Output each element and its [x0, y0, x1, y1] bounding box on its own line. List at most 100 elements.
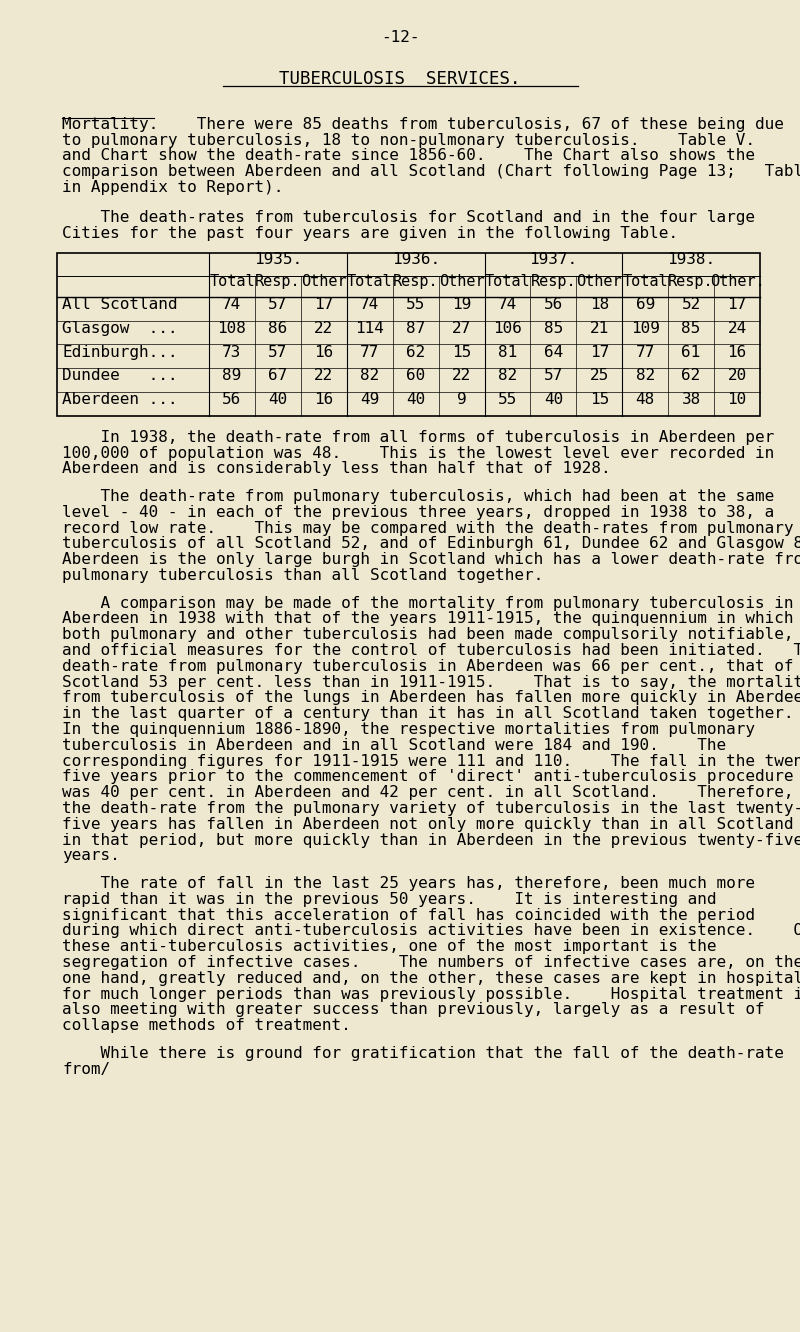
Text: Other: Other — [438, 274, 484, 289]
Text: 77: 77 — [360, 345, 379, 360]
Text: Aberdeen is the only large burgh in Scotland which has a lower death-rate from: Aberdeen is the only large burgh in Scot… — [62, 553, 800, 567]
Bar — [57, 253, 760, 416]
Text: 52: 52 — [682, 297, 701, 312]
Text: the death-rate from the pulmonary variety of tuberculosis in the last twenty-: the death-rate from the pulmonary variet… — [62, 801, 800, 817]
Text: 74: 74 — [360, 297, 379, 312]
Text: 109: 109 — [630, 321, 660, 336]
Text: in Appendix to Report).: in Appendix to Report). — [62, 180, 283, 194]
Text: comparison between Aberdeen and all Scotland (Chart following Page 13;   Tables: comparison between Aberdeen and all Scot… — [62, 164, 800, 180]
Text: While there is ground for gratification that the fall of the death-rate: While there is ground for gratification … — [62, 1046, 784, 1062]
Text: these anti-tuberculosis activities, one of the most important is the: these anti-tuberculosis activities, one … — [62, 939, 717, 954]
Text: and official measures for the control of tuberculosis had been initiated.   The: and official measures for the control of… — [62, 643, 800, 658]
Text: 38: 38 — [682, 392, 701, 406]
Text: Resp.: Resp. — [530, 274, 576, 289]
Text: 1938.: 1938. — [667, 252, 715, 266]
Text: A comparison may be made of the mortality from pulmonary tuberculosis in: A comparison may be made of the mortalit… — [62, 595, 794, 610]
Text: Glasgow  ...: Glasgow ... — [62, 321, 178, 336]
Text: 22: 22 — [314, 368, 334, 384]
Text: 15: 15 — [590, 392, 609, 406]
Text: Mortality.    There were 85 deaths from tuberculosis, 67 of these being due: Mortality. There were 85 deaths from tub… — [62, 117, 784, 132]
Text: 22: 22 — [452, 368, 471, 384]
Text: Cities for the past four years are given in the following Table.: Cities for the past four years are given… — [62, 226, 678, 241]
Text: 24: 24 — [727, 321, 746, 336]
Text: 69: 69 — [635, 297, 655, 312]
Text: 19: 19 — [452, 297, 471, 312]
Text: Aberdeen in 1938 with that of the years 1911-1915, the quinquennium in which: Aberdeen in 1938 with that of the years … — [62, 611, 794, 626]
Text: for much longer periods than was previously possible.    Hospital treatment is: for much longer periods than was previou… — [62, 987, 800, 1002]
Text: 18: 18 — [590, 297, 609, 312]
Text: 56: 56 — [222, 392, 242, 406]
Text: 106: 106 — [493, 321, 522, 336]
Text: 22: 22 — [314, 321, 334, 336]
Text: to pulmonary tuberculosis, 18 to non-pulmonary tuberculosis.    Table V.: to pulmonary tuberculosis, 18 to non-pul… — [62, 133, 755, 148]
Text: 55: 55 — [406, 297, 426, 312]
Text: Total: Total — [209, 274, 254, 289]
Text: 40: 40 — [268, 392, 287, 406]
Text: 86: 86 — [268, 321, 287, 336]
Text: Resp.: Resp. — [668, 274, 714, 289]
Text: 17: 17 — [314, 297, 334, 312]
Text: from/: from/ — [62, 1062, 110, 1076]
Text: In 1938, the death-rate from all forms of tuberculosis in Aberdeen per: In 1938, the death-rate from all forms o… — [62, 430, 774, 445]
Text: five years prior to the commencement of 'direct' anti-tuberculosis procedure: five years prior to the commencement of … — [62, 770, 794, 785]
Text: Resp.: Resp. — [393, 274, 438, 289]
Text: 17: 17 — [590, 345, 609, 360]
Text: 16: 16 — [314, 392, 334, 406]
Text: 49: 49 — [360, 392, 379, 406]
Text: 48: 48 — [635, 392, 655, 406]
Text: 57: 57 — [268, 297, 287, 312]
Text: pulmonary tuberculosis than all Scotland together.: pulmonary tuberculosis than all Scotland… — [62, 567, 543, 583]
Text: The rate of fall in the last 25 years has, therefore, been much more: The rate of fall in the last 25 years ha… — [62, 876, 755, 891]
Text: collapse methods of treatment.: collapse methods of treatment. — [62, 1018, 350, 1034]
Text: 16: 16 — [727, 345, 746, 360]
Text: 1935.: 1935. — [254, 252, 302, 266]
Text: 21: 21 — [590, 321, 609, 336]
Text: 108: 108 — [218, 321, 246, 336]
Text: 89: 89 — [222, 368, 242, 384]
Text: 82: 82 — [360, 368, 379, 384]
Text: 85: 85 — [682, 321, 701, 336]
Text: 60: 60 — [406, 368, 426, 384]
Text: one hand, greatly reduced and, on the other, these cases are kept in hospital: one hand, greatly reduced and, on the ot… — [62, 971, 800, 986]
Text: 61: 61 — [682, 345, 701, 360]
Text: 57: 57 — [544, 368, 563, 384]
Text: death-rate from pulmonary tuberculosis in Aberdeen was 66 per cent., that of all: death-rate from pulmonary tuberculosis i… — [62, 659, 800, 674]
Text: from tuberculosis of the lungs in Aberdeen has fallen more quickly in Aberdeen: from tuberculosis of the lungs in Aberde… — [62, 690, 800, 706]
Text: 10: 10 — [727, 392, 746, 406]
Text: Edinburgh...: Edinburgh... — [62, 345, 178, 360]
Text: 56: 56 — [544, 297, 563, 312]
Text: rapid than it was in the previous 50 years.    It is interesting and: rapid than it was in the previous 50 yea… — [62, 892, 717, 907]
Text: Total: Total — [485, 274, 530, 289]
Text: during which direct anti-tuberculosis activities have been in existence.    Of: during which direct anti-tuberculosis ac… — [62, 923, 800, 939]
Text: was 40 per cent. in Aberdeen and 42 per cent. in all Scotland.    Therefore,: was 40 per cent. in Aberdeen and 42 per … — [62, 786, 794, 801]
Text: segregation of infective cases.    The numbers of infective cases are, on the: segregation of infective cases. The numb… — [62, 955, 800, 970]
Text: years.: years. — [62, 848, 120, 863]
Text: TUBERCULOSIS  SERVICES.: TUBERCULOSIS SERVICES. — [279, 69, 521, 88]
Text: five years has fallen in Aberdeen not only more quickly than in all Scotland: five years has fallen in Aberdeen not on… — [62, 817, 794, 832]
Text: Scotland 53 per cent. less than in 1911-1915.    That is to say, the mortality: Scotland 53 per cent. less than in 1911-… — [62, 674, 800, 690]
Text: Aberdeen and is considerably less than half that of 1928.: Aberdeen and is considerably less than h… — [62, 461, 610, 477]
Text: level - 40 - in each of the previous three years, dropped in 1938 to 38, a: level - 40 - in each of the previous thr… — [62, 505, 774, 519]
Text: in the last quarter of a century than it has in all Scotland taken together.: in the last quarter of a century than it… — [62, 706, 794, 721]
Text: 67: 67 — [268, 368, 287, 384]
Text: record low rate.    This may be compared with the death-rates from pulmonary: record low rate. This may be compared wi… — [62, 521, 794, 535]
Text: corresponding figures for 1911-1915 were 111 and 110.    The fall in the twenty-: corresponding figures for 1911-1915 were… — [62, 754, 800, 769]
Text: 16: 16 — [314, 345, 334, 360]
Text: tuberculosis of all Scotland 52, and of Edinburgh 61, Dundee 62 and Glasgow 85.: tuberculosis of all Scotland 52, and of … — [62, 537, 800, 551]
Text: Other: Other — [577, 274, 622, 289]
Text: 81: 81 — [498, 345, 517, 360]
Text: 82: 82 — [498, 368, 517, 384]
Text: 25: 25 — [590, 368, 609, 384]
Text: 74: 74 — [498, 297, 517, 312]
Text: 40: 40 — [406, 392, 426, 406]
Text: Total: Total — [622, 274, 668, 289]
Text: 1936.: 1936. — [391, 252, 440, 266]
Text: Total: Total — [347, 274, 393, 289]
Text: Other.: Other. — [710, 274, 765, 289]
Text: 85: 85 — [544, 321, 563, 336]
Text: 100,000 of population was 48.    This is the lowest level ever recorded in: 100,000 of population was 48. This is th… — [62, 445, 774, 461]
Text: Dundee   ...: Dundee ... — [62, 368, 178, 384]
Text: also meeting with greater success than previously, largely as a result of: also meeting with greater success than p… — [62, 1003, 765, 1018]
Text: significant that this acceleration of fall has coincided with the period: significant that this acceleration of fa… — [62, 907, 755, 923]
Text: 62: 62 — [406, 345, 426, 360]
